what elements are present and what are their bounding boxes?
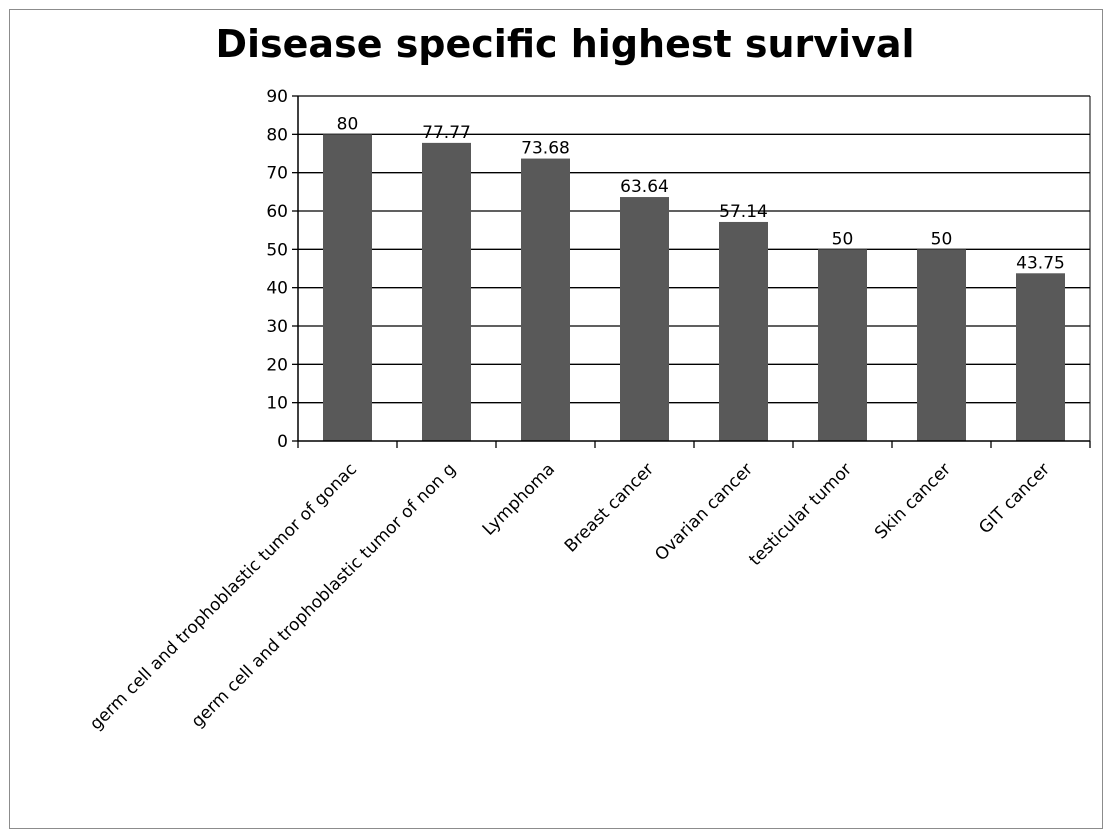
bar-chart: Disease specific highest survival 0 10 20 3… bbox=[86, 22, 1091, 734]
data-label: 73.68 bbox=[521, 139, 570, 159]
category-label: GIT cancer bbox=[975, 459, 1054, 538]
data-label: 50 bbox=[931, 229, 953, 249]
y-tick-label: 20 bbox=[266, 355, 288, 375]
bar bbox=[818, 249, 867, 441]
bar bbox=[917, 249, 966, 441]
data-label: 50 bbox=[832, 229, 854, 249]
bars bbox=[323, 134, 1065, 442]
bar bbox=[1016, 273, 1065, 441]
y-tick-label: 30 bbox=[266, 317, 288, 337]
y-tick-label: 60 bbox=[266, 202, 288, 222]
chart-title: Disease specific highest survival bbox=[215, 22, 914, 66]
y-tick-label: 50 bbox=[266, 240, 288, 260]
y-tick-label: 0 bbox=[277, 432, 288, 452]
bar bbox=[719, 221, 768, 441]
category-label: testicular tumor bbox=[745, 459, 856, 570]
bar bbox=[422, 142, 471, 442]
category-label: Breast cancer bbox=[561, 459, 658, 556]
bar bbox=[323, 134, 372, 442]
data-label: 43.75 bbox=[1016, 253, 1065, 273]
category-labels: germ cell and trophoblastic tumor of gon… bbox=[86, 459, 1054, 734]
data-label: 77.77 bbox=[422, 123, 471, 143]
y-tick-labels: 0 10 20 30 40 50 60 70 80 90 bbox=[266, 87, 288, 452]
category-label: Lymphoma bbox=[479, 459, 559, 539]
y-tick-label: 90 bbox=[266, 87, 288, 107]
data-label: 57.14 bbox=[719, 202, 768, 222]
category-label: Skin cancer bbox=[871, 459, 955, 543]
bar bbox=[620, 197, 669, 441]
y-tick-label: 40 bbox=[266, 279, 288, 299]
axes bbox=[292, 95, 1091, 448]
y-tick-label: 10 bbox=[266, 394, 288, 414]
y-tick-label: 70 bbox=[266, 164, 288, 184]
category-label: Ovarian cancer bbox=[651, 459, 757, 565]
data-labels: 80 77.77 73.68 63.64 57.14 50 50 43.75 bbox=[337, 114, 1065, 273]
data-label: 80 bbox=[337, 114, 359, 134]
data-label: 63.64 bbox=[620, 177, 669, 197]
bar bbox=[521, 158, 570, 441]
gridlines bbox=[298, 95, 1091, 441]
y-tick-label: 80 bbox=[266, 125, 288, 145]
